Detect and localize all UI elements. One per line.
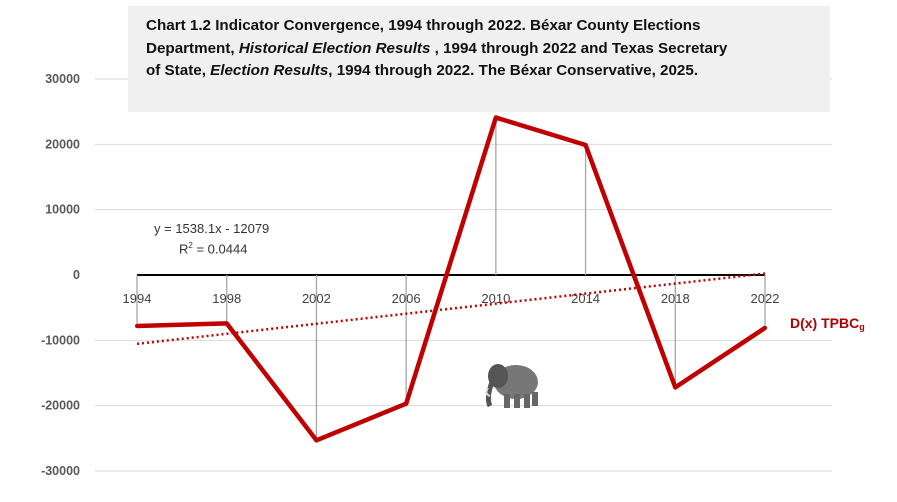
series-label: D(x) TPBCg (790, 315, 865, 332)
x-tick-label: 2010 (481, 291, 510, 306)
series-point (404, 401, 409, 406)
y-axis: 30000 20000 10000 0 -10000 -20000 -30000 (41, 72, 80, 478)
title-line-2c: , 1994 through 2022 and Texas Secretary (430, 39, 728, 57)
title-line-2: Department, Historical Election Results … (146, 38, 816, 61)
title-line-3b: Election Results (210, 62, 329, 79)
y-tick-label: 30000 (45, 72, 80, 86)
series-point (493, 115, 498, 120)
series-name: D(x) TPBC (790, 315, 860, 331)
series-point (673, 385, 678, 390)
y-tick-label: -10000 (41, 333, 80, 347)
series-point (314, 438, 319, 443)
r2-value: = 0.0444 (192, 241, 248, 257)
y-tick-label: -30000 (41, 464, 80, 478)
series-point (763, 325, 767, 330)
y-tick-label: 20000 (45, 137, 80, 151)
series-point (224, 321, 229, 326)
series-subscript: g (859, 322, 865, 332)
trendline-r-squared: R2 = 0.0444 (179, 241, 247, 256)
drop-lines (136, 117, 766, 441)
trendline-path (136, 272, 766, 346)
y-tick-label: -20000 (41, 399, 80, 413)
title-line-3c: , 1994 through 2022. The Béxar Conservat… (328, 62, 699, 79)
y-tick-label: 0 (73, 268, 80, 282)
series-point (583, 142, 588, 147)
elephant-image (485, 364, 538, 408)
series-point (135, 323, 139, 328)
series-polyline (136, 115, 767, 443)
title-line-2b: Historical Election Results (238, 39, 431, 57)
chart-title: Chart 1.2 Indicator Convergence, 1994 th… (128, 6, 830, 112)
trendline-equation: y = 1538.1x - 12079 (154, 221, 270, 236)
title-line-2a: Department, (146, 39, 239, 57)
title-line-3a: of State, (146, 62, 211, 79)
x-tick-label: 2014 (571, 291, 600, 306)
y-tick-label: 10000 (45, 203, 80, 217)
trendline (136, 272, 766, 346)
r2-prefix: R (179, 241, 189, 257)
title-line-3: of State, Election Results, 1994 through… (146, 60, 816, 83)
r2-sup: 2 (188, 241, 193, 250)
x-axis: 1994 1998 2002 2006 2010 2014 2018 2022 (123, 274, 779, 306)
title-line-1: Chart 1.2 Indicator Convergence, 1994 th… (146, 17, 701, 34)
series-line (135, 115, 767, 443)
